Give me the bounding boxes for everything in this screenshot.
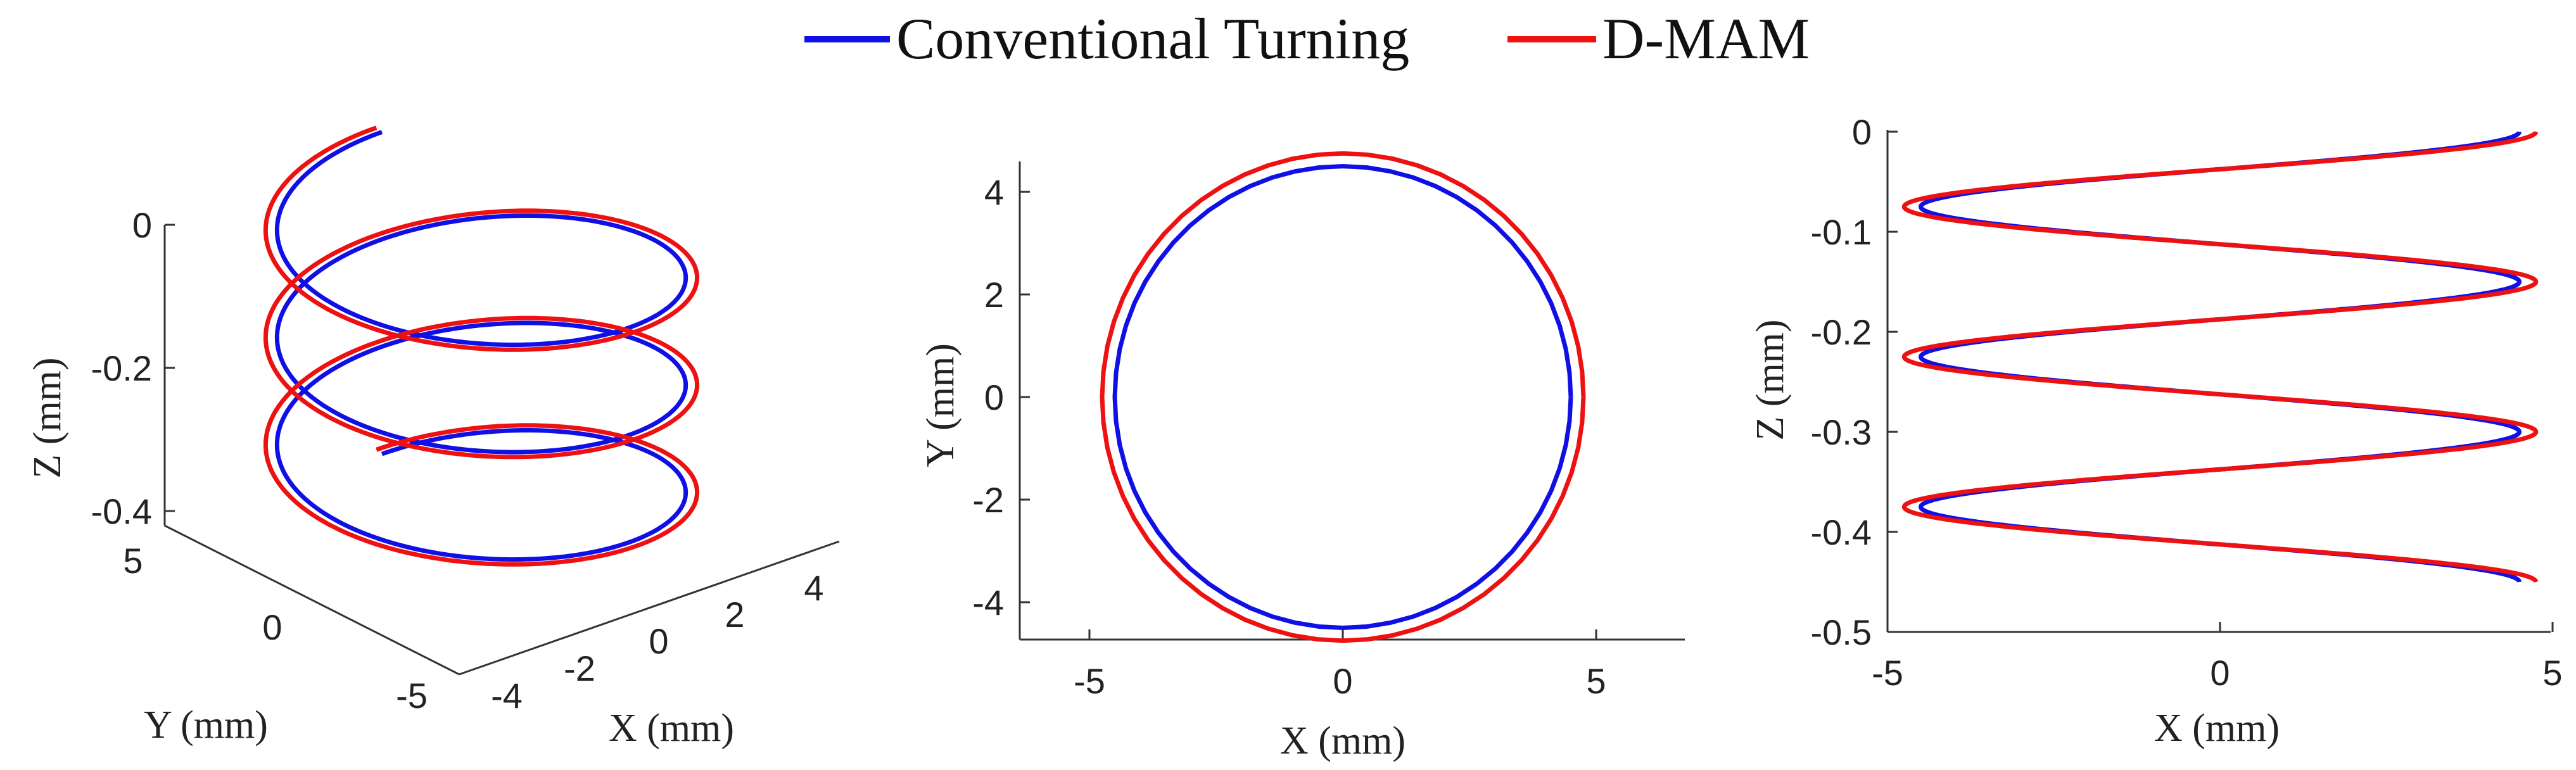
xtick-label-xy: 0: [1333, 661, 1352, 701]
helix-conventional: [274, 130, 688, 562]
xtick-label-xy: -5: [1074, 661, 1105, 701]
xlabel-xz: X (mm): [2154, 707, 2280, 750]
ytick-label-xy: 2: [984, 275, 1004, 315]
panel-3d: 0 -0.2 -0.4 5 0 -5 -4 -2 0 2 4 Z (mm) Y (mm) X (mm…: [26, 125, 840, 750]
legend-label-conventional: Conventional Turning: [896, 6, 1409, 71]
ticks-xy: 4 2 0 -2 -4 -5 0 5: [972, 172, 1606, 701]
curves-xy: [1100, 151, 1586, 643]
curves-xz: [1901, 131, 2539, 583]
helix-dmam: [263, 125, 700, 567]
ytick-label-3d: -5: [396, 676, 428, 716]
panel-xz: 0 -0.1 -0.2 -0.3 -0.4 -0.5-5 0 5 Z (mm) X (mm): [1749, 112, 2563, 750]
ticks-xz: 0 -0.1 -0.2 -0.3 -0.4 -0.5-5 0 5: [1811, 112, 2563, 693]
wave-conventional: [1918, 131, 2522, 583]
ytick-label-xy: 4: [984, 172, 1004, 212]
ztick-label-xz: -0.5: [1811, 612, 1872, 652]
x-axis-3d: [459, 540, 840, 676]
ytick-label-3d: 0: [262, 607, 282, 647]
ztick-label-xz: -0.4: [1811, 512, 1872, 552]
ytick-label-xy: -2: [972, 480, 1004, 520]
ytick-label-3d: 5: [123, 541, 143, 581]
legend-label-dmam: D-MAM: [1602, 6, 1810, 71]
panel-xy: 4 2 0 -2 -4 -5 0 5 Y (mm) X (mm): [919, 151, 1685, 762]
xtick-label-3d: -2: [564, 648, 595, 688]
xtick-label-3d: -4: [491, 676, 523, 716]
ztick-label-xz: -0.2: [1811, 312, 1872, 352]
circle-dmam: [1100, 151, 1586, 643]
ztick-label-3d: -0.2: [91, 348, 153, 388]
circle-conventional: [1112, 163, 1573, 631]
xtick-label-xy: 5: [1586, 661, 1606, 701]
legend: Conventional Turning D-MAM: [804, 6, 1810, 71]
ylabel-xy: Y (mm): [919, 343, 962, 467]
y-axis-3d: [164, 524, 460, 676]
wave-dmam: [1901, 131, 2539, 583]
ticks-3d: 0 -0.2 -0.4 5 0 -5 -4 -2 0 2 4: [91, 205, 824, 716]
ytick-label-xy: -4: [972, 583, 1004, 622]
xlabel-xy: X (mm): [1280, 719, 1405, 762]
ztick-label-3d: -0.4: [91, 491, 153, 531]
xtick-label-3d: 0: [649, 621, 668, 661]
xtick-label-3d: 2: [725, 595, 744, 634]
ytick-label-xy: 0: [984, 377, 1004, 417]
curves-3d: [263, 125, 700, 567]
ztick-label-xz: 0: [1852, 112, 1872, 152]
xtick-label-xz: 5: [2542, 653, 2562, 693]
ztick-label-3d: 0: [132, 205, 152, 245]
xtick-label-xz: -5: [1872, 653, 1903, 693]
ztick-label-xz: -0.1: [1811, 212, 1872, 252]
xlabel-3d: X (mm): [609, 707, 734, 750]
ylabel-3d: Y (mm): [144, 704, 268, 747]
ylabel-xz: Z (mm): [1749, 319, 1792, 440]
xtick-label-3d: 4: [804, 568, 823, 608]
zlabel-3d: Z (mm): [26, 357, 69, 478]
ztick-label-xz: -0.3: [1811, 412, 1872, 452]
xtick-label-xz: 0: [2210, 653, 2230, 693]
